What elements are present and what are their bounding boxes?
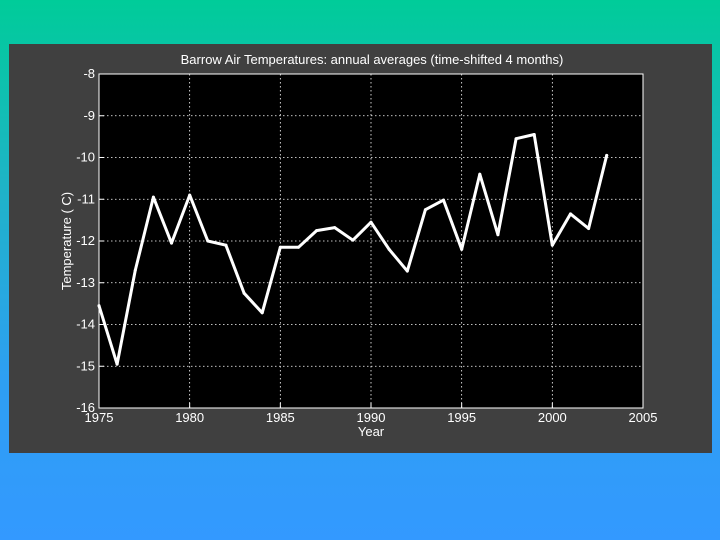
x-tick-label: 1975	[85, 410, 114, 425]
data-point	[460, 247, 464, 251]
data-point	[133, 268, 137, 272]
x-tick-label: 2000	[538, 410, 567, 425]
x-axis-ticks: 1975 1980 1985 1990 1995 2000 2005	[85, 403, 658, 425]
x-tick-label: 1980	[175, 410, 204, 425]
x-tick-label: 1985	[266, 410, 295, 425]
y-axis-ticks: -8 -9 -10 -11 -12 -13 -14 -15 -16	[76, 66, 104, 415]
data-point	[478, 172, 482, 176]
y-tick-label: -12	[76, 233, 95, 248]
x-tick-label: 2005	[629, 410, 658, 425]
chart-title: Barrow Air Temperatures: annual averages…	[181, 52, 564, 67]
data-points	[97, 133, 609, 366]
data-point	[587, 226, 591, 230]
data-point	[315, 229, 319, 233]
chart-panel: Barrow Air Temperatures: annual averages…	[9, 44, 712, 453]
data-point	[97, 304, 101, 308]
data-point	[442, 198, 446, 202]
x-tick-label: 1995	[447, 410, 476, 425]
data-point	[206, 239, 210, 243]
data-point	[115, 362, 119, 366]
data-point	[532, 133, 536, 137]
y-tick-label: -15	[76, 358, 95, 373]
data-point	[242, 291, 246, 295]
x-axis-label: Year	[358, 424, 385, 439]
data-point	[151, 195, 155, 199]
y-tick-label: -9	[83, 108, 95, 123]
data-point	[278, 245, 282, 249]
data-point	[423, 208, 427, 212]
data-point	[605, 153, 609, 157]
data-point	[188, 193, 192, 197]
data-point	[496, 233, 500, 237]
data-point	[514, 137, 518, 141]
y-tick-label: -8	[83, 66, 95, 81]
data-point	[333, 226, 337, 230]
y-tick-label: -16	[76, 400, 95, 415]
data-point	[405, 269, 409, 273]
data-point	[351, 238, 355, 242]
data-point	[224, 243, 228, 247]
data-point	[260, 311, 264, 315]
x-tick-label: 1990	[357, 410, 386, 425]
data-point	[369, 220, 373, 224]
y-axis-label: Temperature ( C)	[59, 192, 74, 290]
data-point	[568, 212, 572, 216]
y-tick-label: -13	[76, 275, 95, 290]
data-point	[387, 247, 391, 251]
line-chart: Barrow Air Temperatures: annual averages…	[59, 52, 658, 439]
y-tick-label: -14	[76, 317, 95, 332]
data-point	[296, 245, 300, 249]
y-tick-label: -10	[76, 150, 95, 165]
data-point	[550, 243, 554, 247]
y-tick-label: -11	[77, 191, 95, 206]
plot-frame	[98, 73, 644, 409]
data-point	[170, 241, 174, 245]
